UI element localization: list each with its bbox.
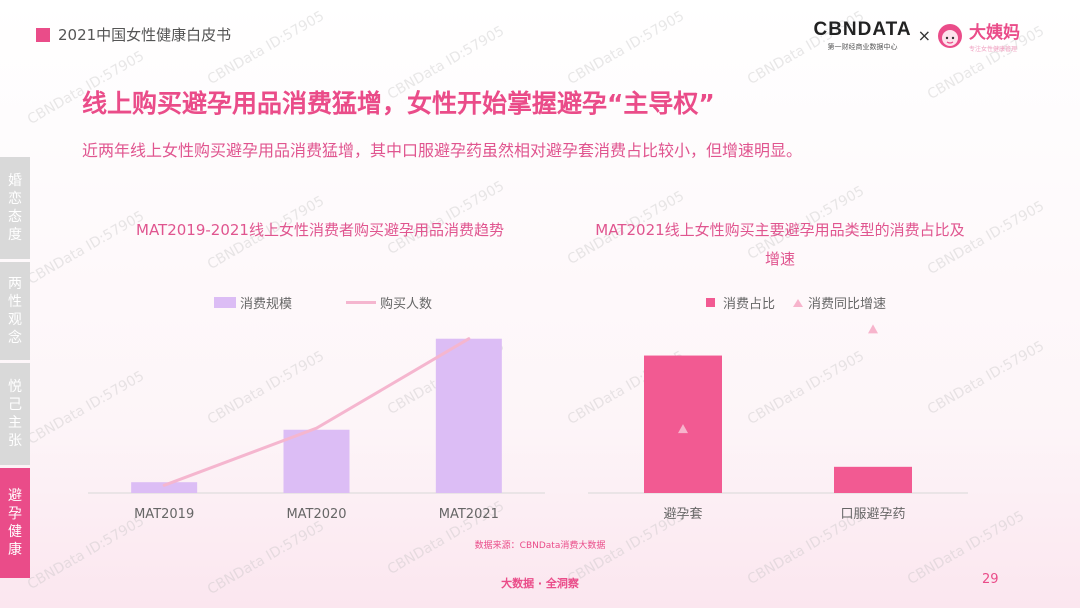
left-chart-title: MAT2019-2021线上女性消费者购买避孕用品消费趋势 — [136, 221, 504, 239]
footer-slogan: 大数据 · 全洞察 — [501, 577, 579, 590]
report-title: 2021中国女性健康白皮书 — [58, 26, 232, 44]
side-tab-label: 悦己主张 — [8, 379, 22, 449]
dayima-logo-text: 大姨妈 — [969, 23, 1020, 43]
bar-consumption-MAT2021 — [435, 338, 502, 493]
legend-label: 消费规模 — [240, 297, 293, 312]
right-legend-bar: 消费占比 — [706, 293, 775, 312]
right-legend-marker: 消费同比增速 — [792, 293, 886, 312]
x-tick-label: MAT2021 — [439, 507, 499, 522]
legend-bar-swatch — [214, 297, 236, 308]
cbndata-logo: CBNDATA 第一财经商业数据中心 — [813, 19, 911, 52]
growth-marker-避孕套 — [678, 424, 688, 434]
side-tab-label: 婚恋态度 — [8, 173, 22, 243]
page-number: 29 — [982, 572, 999, 587]
legend-triangle-icon — [793, 298, 803, 307]
legend-label: 消费同比增速 — [808, 297, 887, 312]
dayima-logo-subtext: 专注女性健康管理 — [969, 46, 1018, 53]
bar-share-口服避孕药 — [834, 466, 912, 493]
x-tick-label: 口服避孕药 — [840, 507, 905, 522]
data-source-note: 数据来源：CBNData消费大数据 — [474, 541, 606, 551]
side-tab-bar: 婚恋态度 两性观念 悦己主张 避孕健康 — [0, 157, 30, 581]
side-tab-gender[interactable]: 两性观念 — [0, 262, 30, 360]
legend-label: 购买人数 — [380, 297, 433, 312]
x-tick-label: MAT2020 — [286, 507, 346, 522]
growth-marker-口服避孕药 — [868, 324, 878, 334]
bar-consumption-MAT2019 — [131, 482, 198, 493]
side-tab-label: 两性观念 — [8, 276, 22, 346]
left-legend-bar: 消费规模 — [214, 293, 292, 312]
cbndata-logo-subtext: 第一财经商业数据中心 — [827, 43, 898, 51]
side-tab-self[interactable]: 悦己主张 — [0, 363, 30, 465]
logo-area: CBNDATA 第一财经商业数据中心 × 大姨妈 专注女性健康管理 — [813, 18, 1020, 53]
legend-line-swatch — [346, 301, 376, 304]
x-tick-label: MAT2019 — [134, 507, 194, 522]
page-subtitle: 近两年线上女性购买避孕用品消费猛增，其中口服避孕药虽然相对避孕套消费占比较小，但… — [82, 141, 803, 160]
legend-label: 消费占比 — [723, 297, 776, 312]
left-legend-line: 购买人数 — [346, 293, 432, 312]
x-tick-label: 避孕套 — [663, 506, 702, 522]
page-title: 线上购买避孕用品消费猛增，女性开始掌握避孕“主导权” — [82, 89, 715, 118]
legend-square-swatch — [706, 298, 715, 307]
cross-icon: × — [917, 26, 931, 45]
cbndata-logo-text: CBNDATA — [813, 19, 912, 40]
side-tab-marriage[interactable]: 婚恋态度 — [0, 157, 30, 259]
dayima-logo-icon — [938, 23, 962, 48]
dayima-logo: 大姨妈 专注女性健康管理 — [969, 18, 1020, 53]
right-chart-title: MAT2021线上女性购买主要避孕用品类型的消费占比及增速 — [595, 221, 965, 268]
header-marker-icon — [36, 28, 50, 42]
side-tab-label: 避孕健康 — [8, 488, 22, 558]
side-tab-contraception[interactable]: 避孕健康 — [0, 468, 30, 578]
bar-consumption-MAT2020 — [283, 429, 350, 493]
